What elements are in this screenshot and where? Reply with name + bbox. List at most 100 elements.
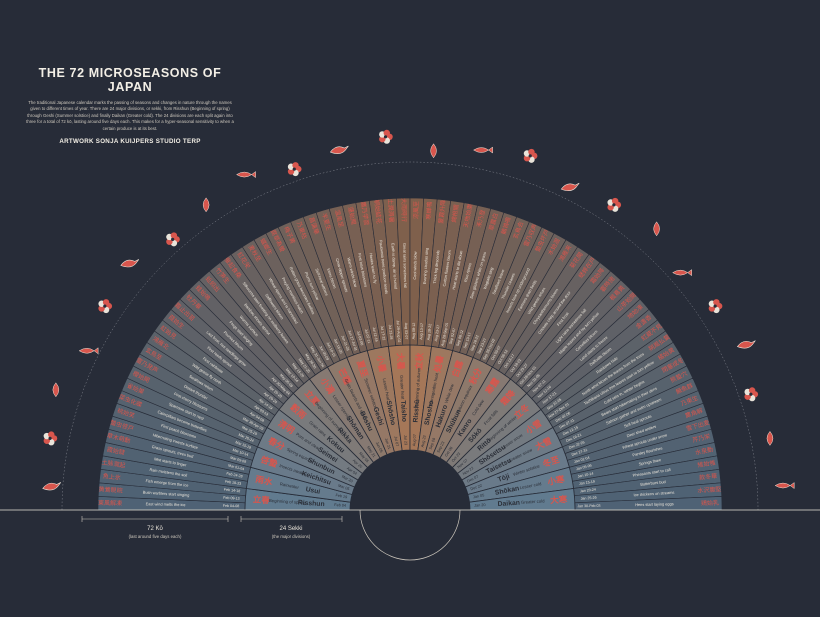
sekki-english: Greater cold — [521, 498, 546, 505]
ko-kanji: 綿柎開 — [450, 204, 461, 223]
sekki-date: Oct 23 — [451, 452, 461, 463]
sekki-english: Manageable heat — [428, 372, 440, 406]
sekki-kanji: 立春 — [252, 494, 270, 506]
ko-kanji: 蒙霧升降 — [437, 199, 448, 224]
sekki-date: Aug 07 — [412, 434, 417, 446]
ko-english: First lotus blossoms — [357, 253, 369, 288]
ko-kanji: 土潤溽暑 — [386, 198, 396, 222]
sekki-romaji: Daikan — [497, 500, 520, 508]
leaf-icon — [653, 221, 660, 237]
ko-kanji: 魚上氷 — [102, 472, 121, 482]
ko-dates: Aug 08-12 — [412, 323, 416, 340]
sekki-english: Lesser heat — [382, 378, 391, 402]
page-title: THE 72 MICROSEASONS OF JAPAN — [38, 66, 222, 94]
sekki-date: Jul 07 — [393, 436, 399, 447]
sekki-date: Dec 22 — [470, 484, 483, 492]
ko-dates: Sep 02-07 — [449, 328, 457, 345]
ko-english: Thick fog descends — [432, 250, 441, 284]
ko-dates: Dec 27-31 — [571, 448, 588, 457]
sekki-romaji: Usui — [305, 486, 321, 496]
sekki-english: Lesser cold — [519, 481, 542, 490]
sekki-date: Nov 07 — [457, 458, 469, 469]
ko-english: Springs thaw — [638, 457, 661, 466]
petal-shape — [748, 387, 756, 394]
bird-icon — [560, 182, 580, 192]
ko-dates: Jul 02-06 — [356, 330, 364, 345]
ko-dates: Aug 13-17 — [419, 323, 424, 340]
fish-body-shape — [672, 269, 692, 277]
fish-icon — [774, 482, 795, 490]
sekki-romaji: Tōji — [497, 473, 511, 484]
ko-dates: Sep 18-22 — [470, 335, 480, 352]
sekki-english: Greater heat — [399, 375, 406, 400]
sekki-date: Nov 22 — [462, 466, 474, 476]
ko-dates: Feb 14-18 — [224, 488, 241, 494]
nature-motifs — [42, 129, 795, 491]
petal-shape — [98, 305, 105, 312]
bird-body-shape — [42, 482, 62, 491]
ko-dates: Feb 09-13 — [223, 496, 240, 501]
sekki-kanji: 小暑 — [374, 353, 388, 373]
ko-dates: Jun 21-26 — [340, 335, 350, 351]
sekki-date: Mar 05 — [337, 484, 349, 492]
flower-center-shape — [383, 135, 388, 139]
ko-legend-note: (last around five days each) — [129, 534, 182, 539]
petal-shape — [607, 204, 614, 211]
sekki-date: Mar 20 — [341, 475, 353, 484]
ko-kanji: 涼風至 — [412, 201, 420, 219]
ko-english: Mist starts to linger — [154, 456, 188, 467]
sekki-kanji: 小寒 — [546, 474, 566, 488]
leaf-icon — [202, 197, 210, 213]
ko-dates: Jan 01-04 — [574, 456, 590, 464]
ko-dates: Jan 25-29 — [581, 496, 597, 501]
ko-dates: Jan 15-19 — [579, 480, 595, 486]
sekki-date: Feb 04 — [334, 503, 346, 508]
ko-kanji: 黄鶯睍睆 — [98, 485, 122, 495]
sekki-kanji: 白露 — [450, 359, 466, 379]
fish-body-shape — [774, 482, 795, 490]
petal-shape — [379, 135, 386, 143]
ko-kanji: 桐始結花 — [373, 199, 384, 224]
leaf-icon — [52, 382, 60, 398]
sekki-date: Sep 23 — [437, 441, 446, 454]
guide-arc-line — [61, 161, 759, 511]
sekki-kanji: 大寒 — [550, 494, 568, 506]
ko-kanji: 大雨時行 — [400, 198, 409, 222]
flower-center-shape — [171, 237, 175, 241]
ko-dates: Jun 27-Jul 01 — [347, 330, 358, 352]
ko-dates: Jul 17-22 — [380, 325, 386, 340]
ko-english: Rain moistens the soil — [149, 467, 188, 478]
sekki-date: Jun 05 — [375, 441, 384, 453]
ko-dates: Feb 24-28 — [226, 471, 243, 478]
ko-dates: Mar 10-14 — [232, 448, 249, 457]
sekki-english: Beginning of autumn — [414, 367, 422, 407]
ko-dates: Aug 23-27 — [434, 325, 440, 342]
ko-dates: Dec 07-11 — [559, 418, 575, 429]
ko-kanji: 雉始雊 — [697, 459, 716, 470]
ko-english: Hens start laying eggs — [635, 501, 674, 507]
petal-shape — [43, 437, 51, 444]
flower-center-shape — [292, 167, 296, 171]
sekki-date: Jan 05 — [473, 493, 485, 499]
sekki-date: Dec 07 — [467, 475, 480, 484]
bird-body-shape — [329, 145, 349, 154]
ko-dates: Feb 19-23 — [225, 480, 242, 486]
flower-icon — [379, 129, 393, 144]
flower-icon — [43, 431, 58, 446]
ko-kanji: 鷹乃学習 — [359, 201, 371, 226]
bird-icon — [120, 259, 140, 268]
flower-center-shape — [749, 392, 753, 396]
ko-dates: Mar 15-19 — [235, 440, 252, 450]
sekki-date: Jan 20 — [474, 503, 486, 508]
bird-body-shape — [120, 259, 140, 268]
leaf-shape — [430, 143, 437, 159]
flower-icon — [607, 197, 622, 212]
leaf-shape — [766, 431, 774, 446]
petal-shape — [713, 299, 720, 306]
